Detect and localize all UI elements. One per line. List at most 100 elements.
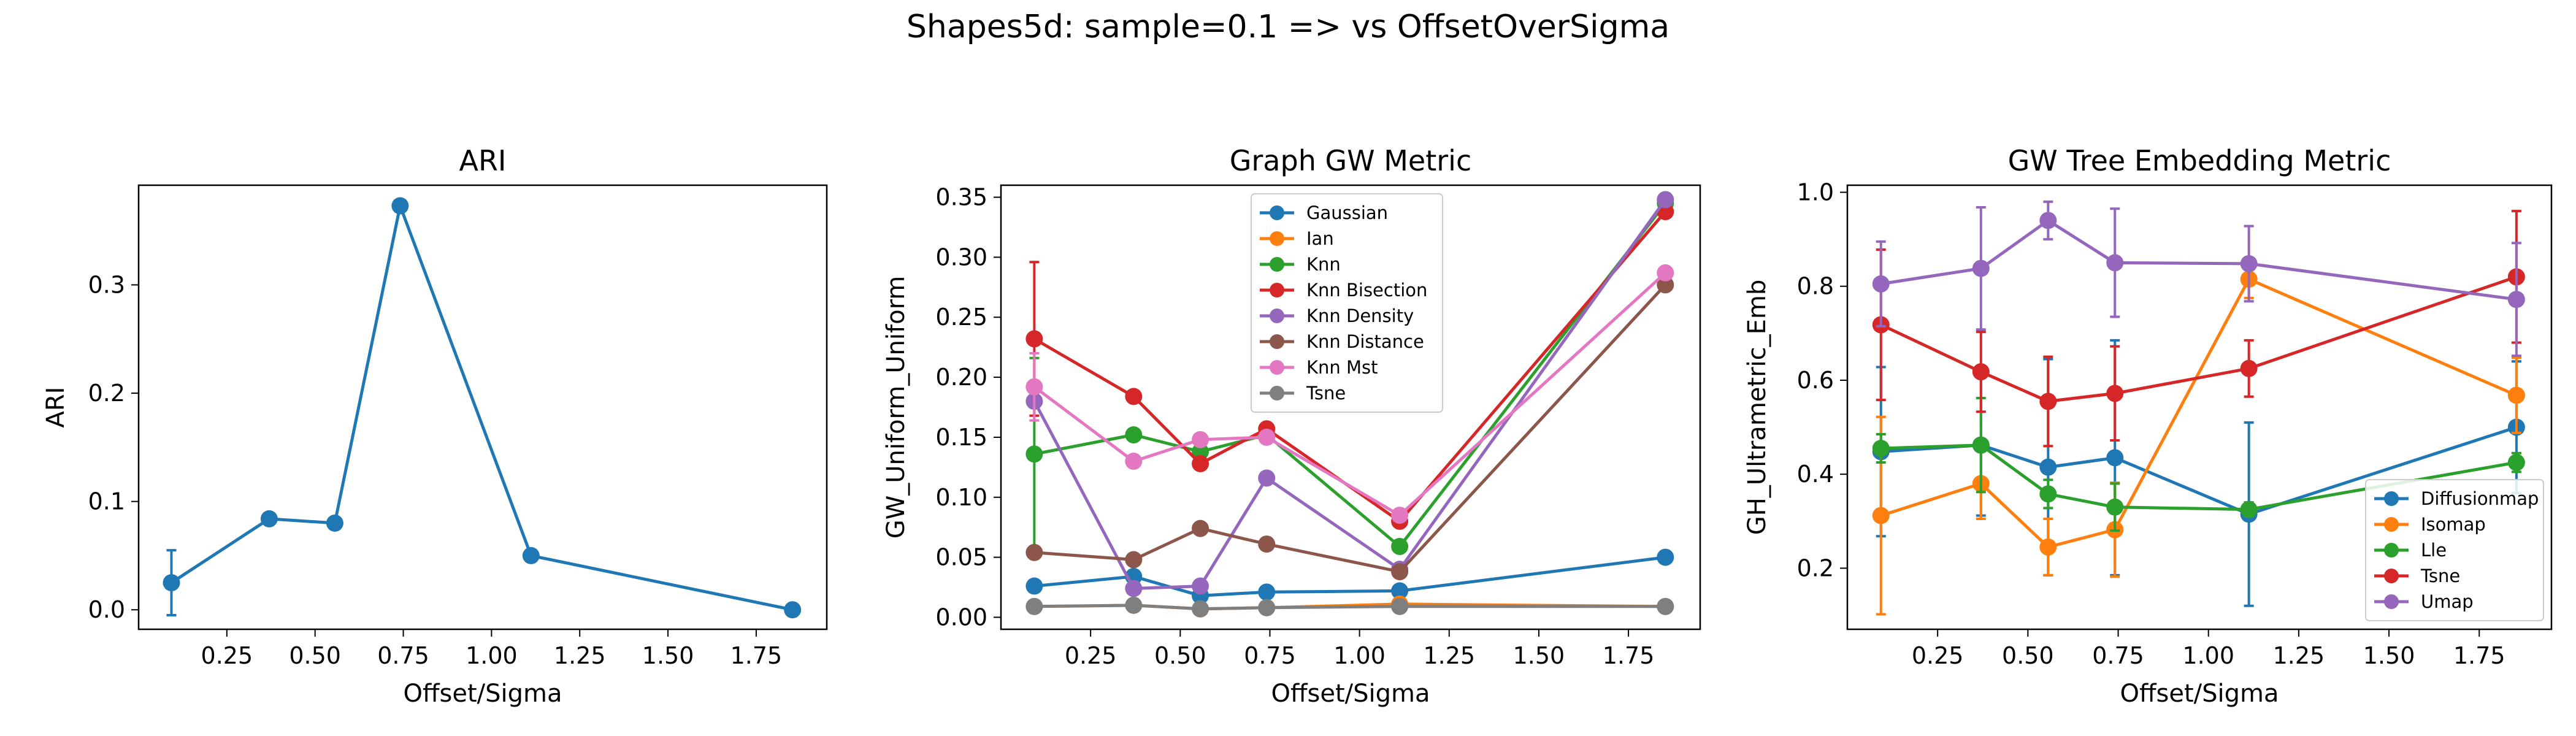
data-point — [2240, 359, 2258, 377]
x-tick-label: 1.25 — [2273, 642, 2325, 669]
figure-suptitle: Shapes5d: sample=0.1 => vs OffsetOverSig… — [906, 9, 1670, 45]
data-point — [1258, 535, 1276, 553]
data-point — [391, 197, 409, 215]
data-point — [1972, 259, 1990, 277]
data-point — [1391, 597, 1409, 615]
x-tick-label: 1.75 — [1603, 642, 1655, 669]
data-point — [1025, 597, 1043, 615]
data-point — [1192, 577, 1209, 595]
series-tsne — [1872, 210, 2525, 448]
data-point — [1391, 507, 1409, 524]
legend-label: Knn Mst — [1306, 357, 1378, 378]
legend-swatch-marker — [2384, 543, 2399, 558]
data-point — [2039, 212, 2057, 229]
series-line — [1034, 283, 1667, 573]
x-tick-label: 1.75 — [2453, 642, 2505, 669]
data-point — [2106, 449, 2124, 467]
x-axis-label: Offset/Sigma — [1271, 680, 1430, 708]
legend-swatch-marker — [1270, 386, 1284, 401]
y-tick-label: 0.8 — [1797, 273, 1834, 300]
data-point — [1657, 191, 1674, 209]
data-point — [260, 510, 278, 527]
legend-swatch-marker — [1270, 283, 1284, 297]
data-point — [326, 514, 343, 532]
x-tick-label: 1.75 — [730, 642, 783, 669]
series-line — [1033, 271, 1666, 517]
legend-swatch-marker — [1270, 231, 1284, 246]
data-point — [1391, 582, 1409, 600]
series-line — [1033, 210, 1667, 523]
data-point — [2106, 254, 2124, 272]
data-point — [1258, 469, 1276, 487]
y-tick-label: 0.2 — [88, 380, 125, 407]
chart-panel-2: Graph GW Metric 0.25 0.50 0.75 1.00 1.25 1.50 1… — [882, 144, 1701, 708]
y-tick-label: 0.25 — [935, 304, 987, 331]
data-point — [1025, 330, 1043, 348]
legend-label: Lle — [2421, 540, 2447, 561]
x-tick-label: 0.75 — [377, 642, 429, 669]
data-point — [1872, 507, 1890, 524]
series-knn-distance — [1025, 276, 1674, 581]
series-1 — [163, 197, 802, 619]
chart-title: Graph GW Metric — [1230, 144, 1471, 177]
x-tick-label: 1.00 — [1333, 642, 1386, 669]
data-point — [1125, 551, 1143, 569]
legend-item: Isomap — [2374, 514, 2486, 535]
legend-label: Tsne — [1306, 383, 1346, 404]
x-axis-label: Offset/Sigma — [403, 680, 562, 708]
x-tick-label: 0.25 — [1912, 642, 1964, 669]
series-knn-mst — [1025, 264, 1674, 524]
axes-frame — [137, 184, 828, 631]
data-point — [2039, 458, 2057, 476]
legend-item: Ian — [1260, 228, 1334, 249]
data-point — [1657, 548, 1674, 566]
y-tick-label: 0.35 — [935, 184, 987, 211]
y-tick-label: 0.6 — [1797, 367, 1834, 394]
y-tick-label: 0.0 — [88, 596, 125, 623]
data-point — [1657, 597, 1674, 615]
x-tick-label: 1.25 — [554, 642, 606, 669]
legend-item: Lle — [2374, 540, 2447, 561]
data-point — [1872, 275, 1890, 293]
data-point — [1391, 563, 1409, 581]
series-line — [1880, 443, 2517, 512]
legend-swatch-marker — [2384, 517, 2399, 532]
data-point — [1972, 436, 1990, 454]
data-point — [2507, 386, 2525, 404]
plot-area — [163, 197, 802, 619]
data-point — [1258, 428, 1276, 446]
x-tick-label: 1.50 — [1513, 642, 1565, 669]
data-point — [2507, 291, 2525, 309]
legend-label: Knn Distance — [1306, 331, 1424, 352]
legend-label: Knn Bisection — [1306, 280, 1427, 301]
y-tick-label: 0.3 — [88, 271, 125, 298]
data-point — [1657, 276, 1674, 294]
data-point — [1025, 577, 1043, 595]
legend-label: Isomap — [2421, 514, 2486, 535]
plot-area — [1872, 200, 2525, 616]
legend-box — [2365, 479, 2544, 621]
data-point — [1025, 378, 1043, 396]
legend-label: Gaussian — [1306, 202, 1388, 223]
legend-label: Diffusionmap — [2421, 488, 2539, 509]
series-gaussian — [1025, 548, 1674, 605]
x-tick-label: 0.50 — [1154, 642, 1206, 669]
y-tick-label: 0.4 — [1797, 461, 1834, 488]
data-point — [1125, 453, 1143, 470]
y-tick-label: 0.30 — [935, 243, 987, 270]
series-line — [1880, 219, 2517, 301]
data-point — [2106, 498, 2124, 516]
series-line — [1880, 275, 2517, 403]
data-point — [1192, 431, 1209, 448]
legend-label: Knn — [1306, 254, 1341, 275]
series-line — [1033, 202, 1667, 548]
data-point — [1125, 580, 1143, 597]
y-tick-label: 0.2 — [1797, 554, 1834, 581]
data-point — [2240, 255, 2258, 272]
y-axis-label: ARI — [42, 387, 70, 428]
legend-swatch-marker — [2384, 594, 2399, 609]
legend-label: Tsne — [2420, 565, 2460, 586]
data-point — [1657, 264, 1674, 282]
